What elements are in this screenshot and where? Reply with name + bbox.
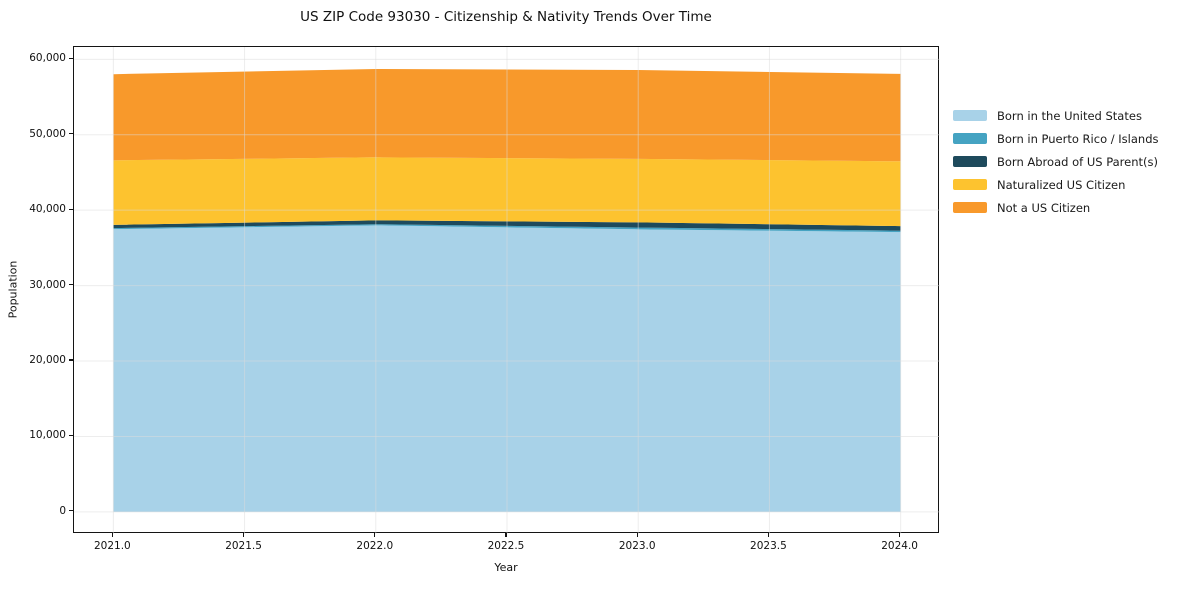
area-born-in-puerto-rico-islands [113,224,901,233]
legend-swatch [953,179,987,190]
legend: Born in the United States Born in Puerto… [953,104,1159,219]
x-tick-label: 2023.0 [618,540,656,552]
x-tick-label: 2022.0 [356,540,394,552]
legend-item: Naturalized US Citizen [953,173,1159,196]
chart-title: US ZIP Code 93030 - Citizenship & Nativi… [300,9,712,25]
legend-swatch [953,133,987,144]
legend-swatch [953,202,987,213]
legend-label: Born in the United States [997,108,1142,123]
x-tick-label: 2021.5 [225,540,262,552]
x-tick [636,533,638,537]
y-tick [69,510,73,512]
x-tick-label: 2023.5 [750,540,787,552]
y-tick-label: 60,000 [29,52,66,65]
legend-label: Born Abroad of US Parent(s) [997,154,1158,169]
legend-item: Born in the United States [953,104,1159,127]
stacked-area-svg [74,47,940,534]
legend-label: Born in Puerto Rico / Islands [997,131,1159,146]
y-tick [69,283,73,286]
x-axis-label: Year [494,561,518,574]
x-tick-label: 2024.0 [881,540,918,552]
plot-area [73,46,940,534]
legend-item: Not a US Citizen [953,196,1159,219]
x-tick-label: 2021.0 [93,540,131,552]
y-tick-label: 0 [59,504,66,517]
x-tick [505,533,507,537]
y-tick [69,208,73,210]
x-tick [111,533,113,537]
y-tick-label: 10,000 [29,429,66,442]
x-tick [242,533,245,537]
legend-swatch [953,156,987,167]
y-tick [69,133,73,135]
legend-item: Born in Puerto Rico / Islands [953,127,1159,150]
legend-item: Born Abroad of US Parent(s) [953,150,1159,173]
y-tick-label: 40,000 [29,203,66,216]
y-tick-label: 50,000 [29,127,66,140]
legend-label: Naturalized US Citizen [997,177,1126,192]
x-tick [899,533,901,537]
legend-label: Not a US Citizen [997,200,1091,215]
y-tick-label: 20,000 [29,354,66,367]
y-tick [69,57,73,59]
x-tick [374,533,376,537]
y-tick [69,434,73,437]
y-tick [69,359,73,361]
x-tick-label: 2022.5 [487,540,525,552]
y-tick-label: 30,000 [29,278,66,291]
legend-swatch [953,110,987,121]
x-tick [767,533,769,537]
